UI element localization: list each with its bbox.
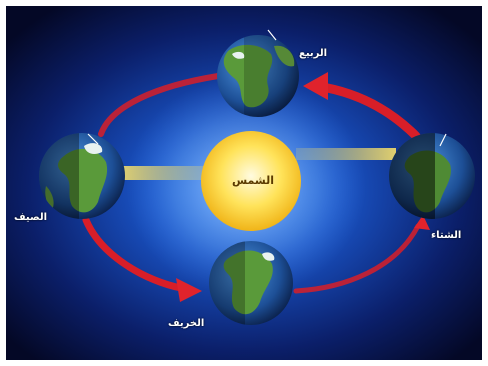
- season-label-spring: الربيع: [299, 48, 328, 59]
- sunbeam-right: [296, 148, 396, 160]
- sun-label: الشمس: [232, 174, 275, 187]
- orbit-arc-summer-autumn: [82, 216, 185, 292]
- sunbeam-left: [121, 166, 211, 180]
- earth-autumn: [209, 241, 293, 325]
- season-label-summer: الصيف: [14, 212, 48, 223]
- season-label-autumn: الخريف: [168, 318, 205, 329]
- orbit-arc-spring-summer: [98, 73, 221, 137]
- sun: [201, 131, 301, 231]
- seasons-diagram: الشمس الربيع الصيف الخريف الشتاء: [6, 6, 482, 360]
- orbit-arc-autumn-winter: [293, 223, 421, 294]
- earth-winter: [389, 133, 475, 219]
- orbit-arrow-winter: [414, 215, 430, 230]
- orbit-arrow-spring: [303, 72, 328, 100]
- season-label-winter: الشتاء: [431, 230, 462, 241]
- diagram-canvas: [6, 6, 482, 360]
- orbit-arrow-autumn: [176, 278, 202, 302]
